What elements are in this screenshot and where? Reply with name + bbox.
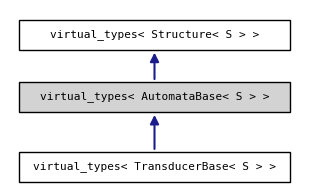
FancyBboxPatch shape (19, 152, 290, 182)
Text: virtual_types< Structure< S > >: virtual_types< Structure< S > > (50, 29, 259, 40)
FancyBboxPatch shape (19, 82, 290, 112)
Text: virtual_types< TransducerBase< S > >: virtual_types< TransducerBase< S > > (33, 161, 276, 172)
Text: virtual_types< AutomataBase< S > >: virtual_types< AutomataBase< S > > (40, 92, 269, 102)
FancyBboxPatch shape (19, 20, 290, 50)
